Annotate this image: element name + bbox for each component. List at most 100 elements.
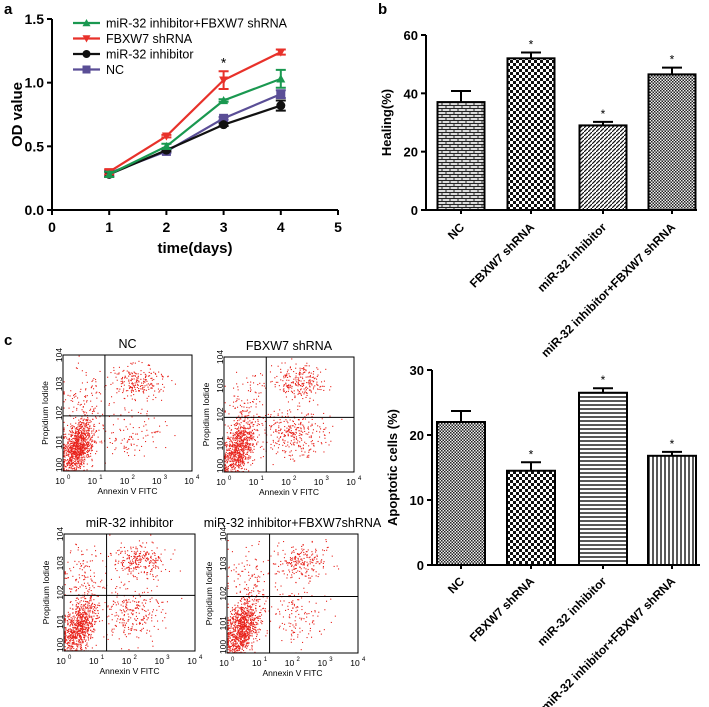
y-tick-label: 1.5	[25, 11, 45, 27]
scatter-point	[246, 406, 248, 408]
scatter-point	[136, 557, 138, 559]
scatter-point	[235, 447, 237, 449]
scatter-point	[157, 559, 159, 561]
scatter-point	[290, 432, 292, 434]
scatter-point	[64, 573, 66, 575]
scatter-point	[65, 436, 67, 438]
scatter-point	[312, 399, 314, 401]
scatter-point	[72, 448, 74, 450]
marker-triangle-down	[161, 132, 171, 141]
scatter-point	[160, 570, 162, 572]
scatter-point	[128, 375, 130, 377]
scatter-point	[83, 455, 85, 457]
scatter-point	[242, 628, 244, 630]
scatter-point	[81, 450, 83, 452]
scatter-point	[98, 422, 100, 424]
scatter-point	[84, 629, 86, 631]
scatter-point	[249, 443, 251, 445]
scatter-point	[86, 561, 88, 563]
scatter-point	[134, 557, 136, 559]
x-tick-label: 10	[89, 656, 99, 666]
scatter-point	[293, 390, 295, 392]
scatter-point	[140, 370, 142, 372]
scatter-point	[253, 628, 255, 630]
scatter-point	[234, 651, 236, 653]
scatter-point	[90, 436, 92, 438]
scatter-point	[295, 431, 297, 433]
scatter-point	[84, 434, 86, 436]
scatter-point	[70, 445, 72, 447]
scatter-point	[254, 615, 256, 617]
scatter-point	[133, 557, 135, 559]
scatter-point	[67, 448, 69, 450]
scatter-point	[226, 437, 228, 439]
scatter-point	[149, 630, 151, 632]
scatter-point	[77, 630, 79, 632]
scatter-point	[299, 437, 301, 439]
x-tick-exponent: 1	[261, 476, 265, 482]
scatter-point	[82, 434, 84, 436]
scatter-point	[95, 417, 97, 419]
scatter-point	[75, 597, 77, 599]
scatter-point	[251, 576, 253, 578]
scatter-point	[116, 620, 118, 622]
scatter-point	[244, 420, 246, 422]
y-tick-label: 100	[55, 638, 65, 652]
scatter-point	[240, 625, 242, 627]
scatter-point	[251, 609, 253, 611]
scatter-point	[136, 623, 138, 625]
scatter-point	[151, 597, 153, 599]
scatter-point	[282, 438, 284, 440]
scatter-point	[82, 613, 84, 615]
scatter-point	[75, 449, 77, 451]
scatter-point	[235, 622, 237, 624]
scatter-point	[137, 384, 139, 386]
scatter-point	[122, 605, 124, 607]
x-tick-label: 1	[105, 219, 113, 235]
scatter-point	[93, 603, 95, 605]
scatter-point	[148, 565, 150, 567]
scatter-point	[120, 442, 122, 444]
scatter-point	[81, 457, 83, 459]
scatter-point	[81, 423, 83, 425]
scatter-point	[64, 621, 66, 623]
scatter-point	[90, 623, 92, 625]
y-axis-label: Propidium Iodide	[201, 382, 211, 446]
scatter-point	[246, 602, 248, 604]
scatter-point	[96, 391, 98, 393]
scatter-point	[160, 388, 162, 390]
scatter-point	[277, 451, 279, 453]
scatter-point	[240, 438, 242, 440]
scatter-point	[249, 635, 251, 637]
scatter-point	[89, 607, 91, 609]
scatter-point	[283, 391, 285, 393]
scatter-point	[64, 631, 66, 633]
scatter-point	[281, 415, 283, 417]
scatter-point	[248, 427, 250, 429]
scatter-point	[74, 624, 76, 626]
scatter-point	[90, 635, 92, 637]
scatter-point	[161, 399, 163, 401]
scatter-point	[146, 552, 148, 554]
scatter-point	[225, 456, 227, 458]
scatter-point	[305, 386, 307, 388]
scatter-point	[86, 469, 88, 471]
scatter-point	[239, 628, 241, 630]
scatter-point	[97, 585, 99, 587]
scatter-point	[85, 621, 87, 623]
scatter-point	[275, 429, 277, 431]
scatter-point	[66, 469, 68, 471]
scatter-point	[78, 422, 80, 424]
scatter-point	[309, 375, 311, 377]
scatter-point	[74, 461, 76, 463]
scatter-point	[240, 630, 242, 632]
scatter-point	[129, 564, 131, 566]
scatter-point	[155, 397, 157, 399]
scatter-point	[74, 459, 76, 461]
scatter-point	[83, 600, 85, 602]
scatter-point	[131, 373, 133, 375]
scatter-point	[125, 446, 127, 448]
scatter-point	[150, 556, 152, 558]
scatter-point	[237, 445, 239, 447]
